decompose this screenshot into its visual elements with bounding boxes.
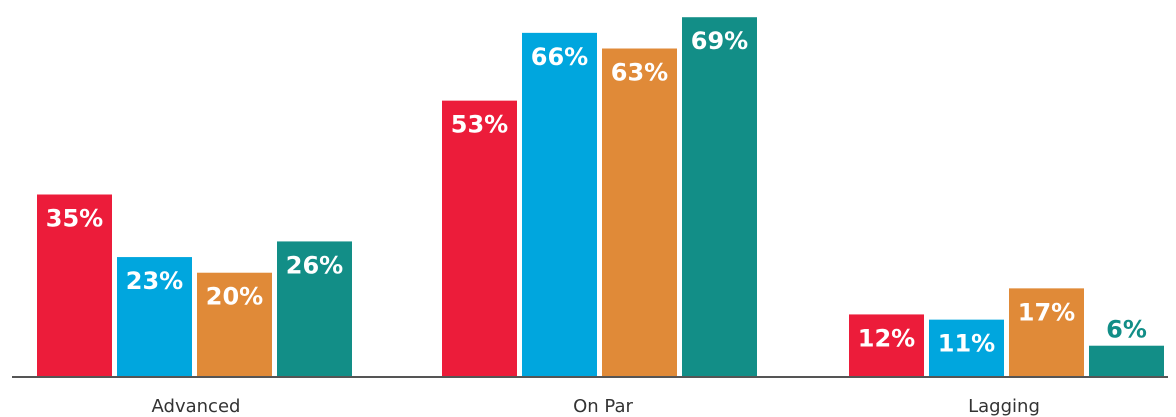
bar-lagging-4 xyxy=(1089,345,1164,377)
bar-on-par-1 xyxy=(442,100,517,378)
value-label-lagging-4: 6% xyxy=(1106,316,1147,344)
bar-advanced-2 xyxy=(117,257,192,377)
category-label-lagging: Lagging xyxy=(968,396,1040,417)
bars-layer xyxy=(37,17,1164,378)
value-labels-layer: 35% 23% 20% 26% 53% 66% 63% 69% 12% 11% 17% 6% xyxy=(46,27,1147,357)
value-label-on-par-1: 53% xyxy=(451,111,508,139)
bar-advanced-3 xyxy=(197,272,272,377)
category-label-on-par: On Par xyxy=(573,396,633,417)
value-label-on-par-4: 69% xyxy=(691,27,748,55)
value-label-advanced-3: 20% xyxy=(206,283,263,311)
bar-advanced-4 xyxy=(277,241,352,377)
bar-on-par-2 xyxy=(522,32,597,377)
value-label-advanced-4: 26% xyxy=(286,251,343,279)
value-label-lagging-3: 17% xyxy=(1018,298,1075,326)
bar-lagging-3 xyxy=(1009,288,1084,377)
category-labels-layer: Advanced On Par Lagging xyxy=(152,396,1040,417)
value-label-advanced-1: 35% xyxy=(46,205,103,233)
category-label-advanced: Advanced xyxy=(152,396,241,417)
bar-lagging-2 xyxy=(929,319,1004,377)
bar-on-par-3 xyxy=(602,48,677,377)
value-label-advanced-2: 23% xyxy=(126,267,183,295)
value-label-lagging-1: 12% xyxy=(858,324,915,352)
bar-advanced-1 xyxy=(37,194,112,377)
bar-on-par-4 xyxy=(682,17,757,377)
value-label-on-par-3: 63% xyxy=(611,59,668,87)
bar-lagging-1 xyxy=(849,314,924,377)
value-label-lagging-2: 11% xyxy=(938,330,995,358)
value-label-on-par-2: 66% xyxy=(531,43,588,71)
